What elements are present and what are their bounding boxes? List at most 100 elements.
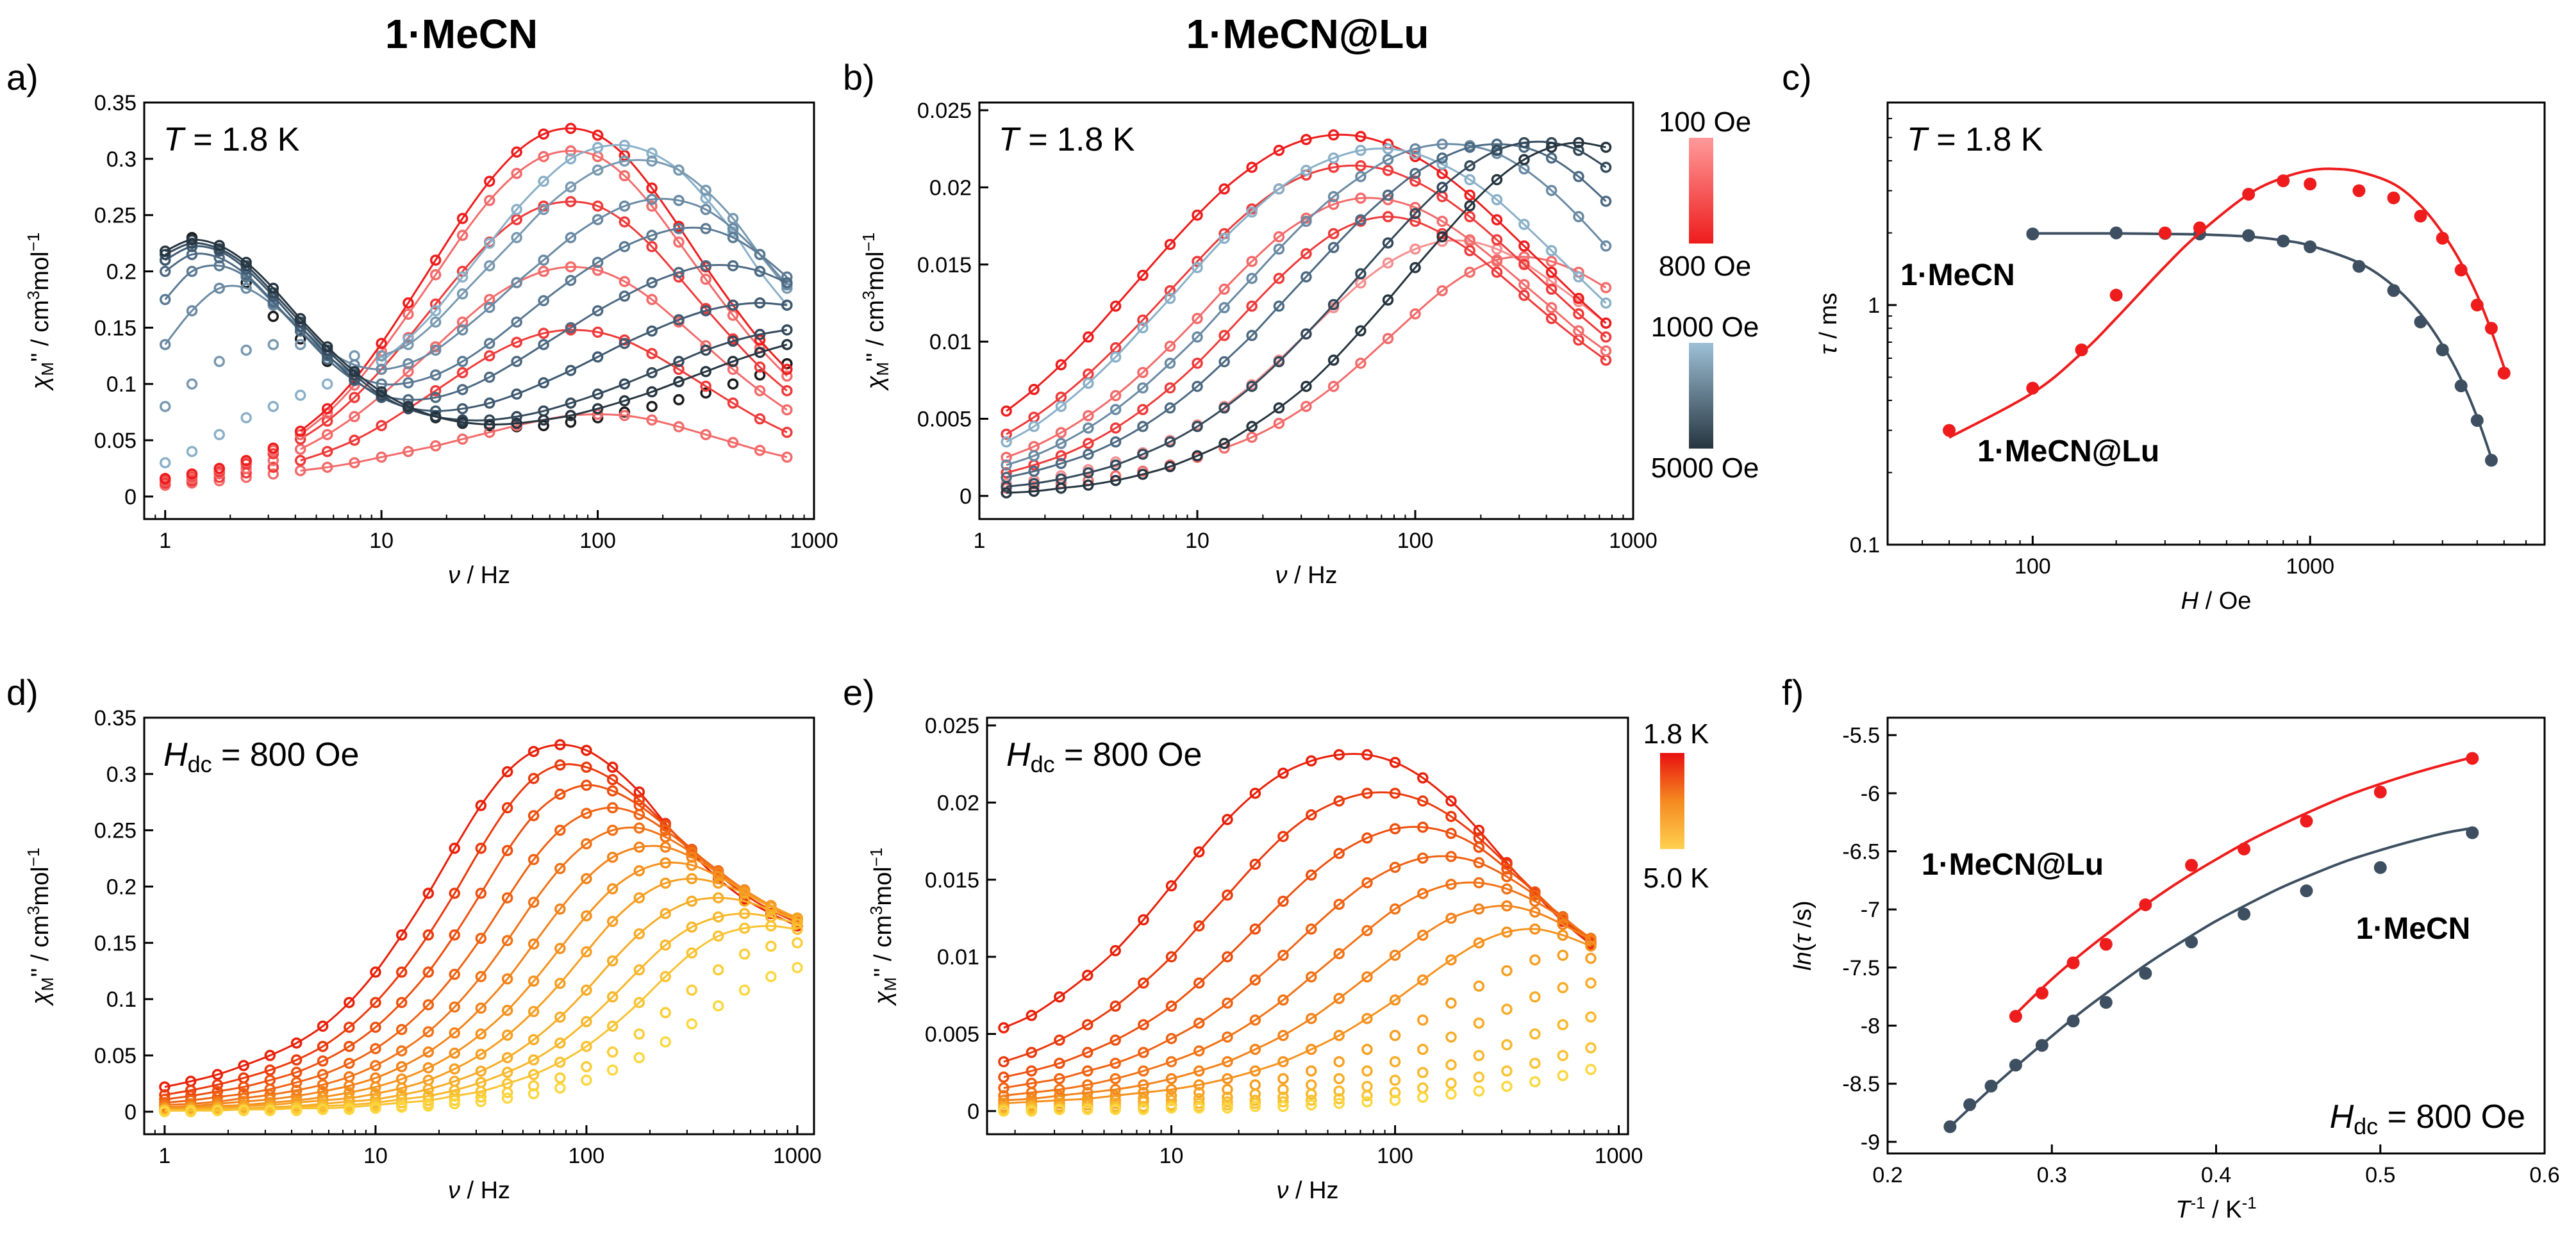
x-tick-label: 1000 (2286, 554, 2334, 579)
x-tick-label: 10 (1159, 1144, 1184, 1168)
data-point (619, 290, 631, 302)
fit-line (1006, 143, 1607, 479)
y-tick-label: 0 (124, 1100, 137, 1125)
data-point (538, 377, 549, 389)
data-point (1473, 857, 1485, 869)
data-point (712, 877, 724, 889)
data-point (456, 229, 469, 242)
data-point (2277, 235, 2290, 248)
data-point (1082, 970, 1093, 981)
data-point (1193, 977, 1205, 989)
data-point (456, 433, 469, 445)
data-point (528, 938, 540, 950)
data-point (321, 429, 333, 440)
data-point (1361, 1090, 1373, 1102)
data-point (511, 213, 522, 226)
data-point (1557, 982, 1568, 994)
data-point (1028, 384, 1040, 395)
data-point (1409, 167, 1421, 179)
data-point (1501, 965, 1513, 977)
data-point (1277, 1030, 1289, 1041)
data-point (1545, 142, 1558, 153)
data-point (501, 935, 513, 946)
data-point (1109, 422, 1122, 434)
data-point (1445, 850, 1457, 863)
data-point (159, 293, 171, 306)
data-point (449, 843, 460, 854)
data-point (1249, 858, 1261, 870)
data-point (606, 761, 619, 773)
data-point (646, 414, 658, 426)
data-point (1409, 243, 1421, 255)
data-point (403, 401, 414, 413)
data-point (727, 232, 739, 244)
data-point (1464, 174, 1475, 186)
data-point (422, 1094, 435, 1107)
data-point (429, 440, 442, 452)
x-axis-label: T-1 / K-1 (2175, 1193, 2257, 1223)
y-tick-label: -9 (1861, 1130, 1880, 1155)
data-point (1333, 1056, 1345, 1068)
data-point (673, 376, 685, 388)
series-200-oe (159, 324, 793, 489)
data-point (1501, 863, 1513, 875)
data-point (1192, 420, 1203, 433)
data-point (592, 403, 604, 415)
data-layer (159, 739, 803, 1118)
data-point (1055, 458, 1067, 470)
data-point (1545, 283, 1558, 295)
data-point (1273, 356, 1285, 368)
data-point (1054, 991, 1065, 1003)
data-point (1222, 1102, 1233, 1114)
data-point (554, 1037, 566, 1049)
data-point (1164, 238, 1176, 251)
data-point (619, 216, 631, 227)
data-point (727, 299, 739, 311)
data-point (501, 1052, 513, 1064)
data-point (321, 403, 333, 415)
data-point (581, 838, 592, 850)
data-point (186, 234, 198, 246)
x-tick-label: 1000 (790, 529, 838, 553)
fit-line (164, 226, 788, 386)
data-point (754, 334, 766, 346)
data-point (1109, 404, 1122, 415)
colorbar-top-label: 100 Oe (1659, 106, 1751, 138)
data-point (1306, 971, 1317, 983)
fit-line (165, 242, 788, 422)
data-point (754, 361, 766, 373)
data-point (1306, 1065, 1317, 1077)
y-axis-label: τ / ms (1815, 293, 1842, 355)
data-point (554, 824, 566, 836)
data-point (538, 414, 549, 426)
data-point (370, 1043, 381, 1055)
data-point (1389, 903, 1401, 915)
annotation: Hdc = 800 Oe (2330, 1098, 2525, 1139)
data-point (781, 324, 793, 336)
data-point (212, 1078, 224, 1091)
data-point (501, 1029, 513, 1041)
data-point (660, 831, 671, 843)
data-point (660, 939, 671, 951)
series-800-oe (159, 122, 793, 484)
y-tick-label: 0.25 (94, 819, 137, 843)
data-point (1417, 852, 1429, 864)
data-point (1222, 951, 1233, 962)
data-point (349, 457, 360, 468)
data-point (565, 181, 577, 193)
data-point (592, 129, 604, 141)
data-point (1529, 1076, 1541, 1087)
colorbar-bottom-label: 5.0 K (1643, 863, 1709, 894)
x-tick-label: 0.2 (1872, 1163, 1902, 1187)
data-point (1109, 459, 1122, 471)
data-point (528, 745, 540, 757)
x-tick-label: 100 (2015, 554, 2051, 579)
data-point (267, 468, 279, 480)
data-point (1246, 256, 1258, 267)
data-point (1249, 1043, 1261, 1055)
data-point (449, 968, 460, 980)
data-point (159, 457, 171, 468)
data-point (660, 877, 671, 889)
data-point (633, 841, 645, 853)
data-point (2185, 935, 2198, 948)
